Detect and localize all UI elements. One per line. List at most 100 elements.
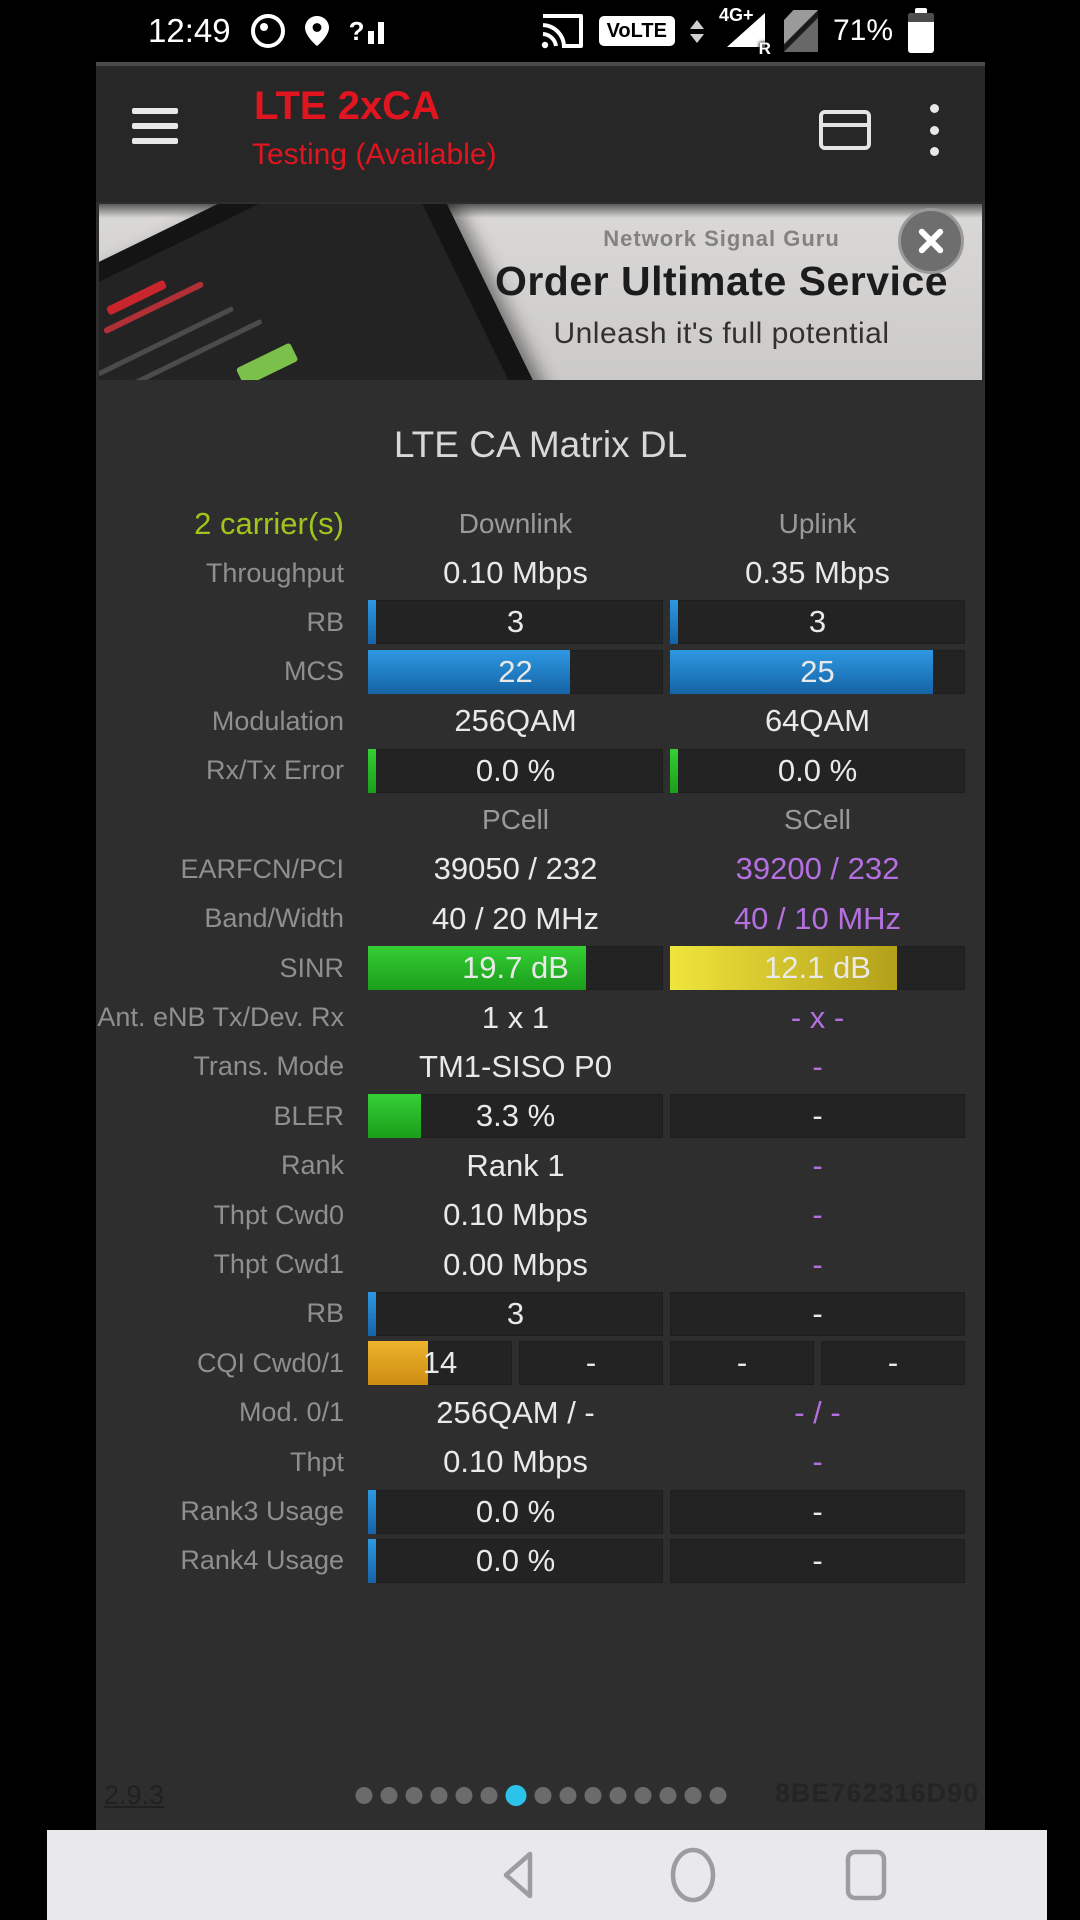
cell-value: 0.0 %	[475, 1493, 556, 1529]
matrix-row: Ant. eNB Tx/Dev. Rx 1 x 1 - x -	[96, 993, 985, 1042]
cell-value: SCell	[784, 804, 851, 836]
no-sim-icon	[783, 10, 818, 52]
ad-banner[interactable]: Network Signal Guru Order Ultimate Servi…	[99, 204, 982, 380]
menu-button[interactable]	[132, 108, 178, 144]
row-cells: 1 x 1 - x -	[368, 996, 965, 1040]
recents-icon	[845, 1849, 887, 1901]
cell-value: 0.00 Mbps	[443, 1246, 588, 1282]
cell-value: 0.10 Mbps	[443, 555, 588, 591]
recents-button[interactable]	[843, 1847, 889, 1903]
matrix-cell: 25	[670, 649, 965, 694]
row-label: MCS	[284, 656, 344, 687]
matrix-cell: 256QAM	[368, 699, 663, 743]
cell-value: - / -	[794, 1394, 841, 1430]
signal-question-icon: ?	[349, 18, 385, 44]
matrix-cell: TM1-SISO P0	[368, 1045, 663, 1089]
cell-value: 3	[506, 1295, 525, 1331]
matrix-cell: 0.0 %	[368, 1489, 663, 1534]
cell-bar	[670, 600, 678, 645]
cell-value: 39050 / 232	[433, 851, 598, 887]
row-cells: 40 / 20 MHz 40 / 10 MHz	[368, 897, 965, 941]
cell-bar	[368, 1291, 376, 1336]
back-button[interactable]	[493, 1847, 543, 1903]
matrix-row: PCell SCell	[96, 795, 985, 844]
cell-value: 40 / 20 MHz	[431, 900, 600, 936]
matrix-cell: 19.7 dB	[368, 946, 663, 991]
row-cells: 0.10 Mbps 0.35 Mbps	[368, 551, 965, 595]
card-view-button[interactable]	[819, 110, 871, 150]
row-cells: 19.7 dB 12.1 dB	[368, 946, 965, 991]
matrix-row: EARFCN/PCI 39050 / 232 39200 / 232	[96, 845, 985, 894]
app-footer: 2.9.3 8BE762316D90	[96, 1756, 985, 1834]
row-label: EARFCN/PCI	[180, 853, 344, 884]
page-dot	[455, 1786, 472, 1804]
home-button[interactable]	[667, 1846, 719, 1904]
overflow-menu-button[interactable]	[928, 104, 940, 156]
cell-value: -	[812, 1246, 823, 1282]
row-label: Modulation	[211, 705, 344, 736]
page-dot	[584, 1786, 601, 1804]
matrix-cell: -	[670, 1291, 965, 1336]
matrix-cell: 0.00 Mbps	[368, 1243, 663, 1287]
status-bar-right: VoLTE 4G+ R 71%	[540, 0, 934, 62]
matrix-title: LTE CA Matrix DL	[393, 424, 688, 465]
cell-value: -	[812, 1197, 823, 1233]
row-cells: 39050 / 232 39200 / 232	[368, 847, 965, 891]
ad-close-button[interactable]	[898, 208, 964, 274]
matrix-cell: 0.35 Mbps	[670, 551, 965, 595]
row-label: Rank4 Usage	[180, 1545, 344, 1576]
cell-value: 39200 / 232	[735, 851, 900, 887]
row-label: Thpt	[289, 1446, 344, 1477]
row-cells: 0.10 Mbps -	[368, 1193, 965, 1237]
matrix-cell: - x -	[670, 996, 965, 1040]
page-dot	[684, 1786, 701, 1804]
roaming-label: R	[758, 39, 771, 58]
matrix-cell: Downlink	[368, 502, 663, 546]
page-dot	[355, 1786, 372, 1804]
cell-value: 0.0 %	[475, 752, 556, 788]
row-label: CQI Cwd0/1	[196, 1347, 344, 1378]
cell-value: -	[812, 1147, 823, 1183]
status-bar-left: 12:49 ?	[148, 0, 385, 62]
page-indicator[interactable]	[355, 1756, 726, 1834]
matrix-cell: Uplink	[670, 502, 965, 546]
cell-value: Rank 1	[466, 1147, 565, 1183]
row-cells: TM1-SISO P0 -	[368, 1045, 965, 1089]
row-label: Rx/Tx Error	[206, 755, 344, 786]
row-label: Rank3 Usage	[180, 1496, 344, 1526]
cell-value: 0.0 %	[475, 1542, 556, 1578]
cell-bar	[670, 649, 933, 694]
status-bar: 12:49 ? VoLTE 4G+ R	[0, 0, 1080, 62]
ad-tagline: Unleash it's full potential	[553, 317, 890, 350]
matrix-cell: -	[670, 1440, 965, 1484]
cell-value: 0.10 Mbps	[443, 1444, 588, 1480]
matrix-cell: 64QAM	[670, 699, 965, 743]
battery-percent: 71%	[832, 14, 893, 47]
row-cells: 256QAM / - - / -	[368, 1391, 965, 1435]
page-dot	[534, 1786, 551, 1804]
matrix-table[interactable]: 2 carrier(s) Downlink Uplink Throughput 0.10…	[96, 499, 985, 1586]
matrix-cell: PCell	[368, 798, 663, 842]
row-cells: Rank 1 -	[368, 1144, 965, 1188]
matrix-cell: -	[519, 1341, 663, 1386]
cell-value: 14	[422, 1345, 458, 1381]
matrix-cell: 39200 / 232	[670, 847, 965, 891]
matrix-cell: 256QAM / -	[368, 1391, 663, 1435]
matrix-row: Rank3 Usage 0.0 % -	[96, 1487, 985, 1536]
app-window: LTE 2xCA Testing (Available)	[96, 62, 985, 1830]
matrix-row: Throughput 0.10 Mbps 0.35 Mbps	[96, 548, 985, 597]
matrix-row: Modulation 256QAM 64QAM	[96, 697, 985, 746]
row-cells: 14 - - -	[368, 1341, 965, 1386]
matrix-cell: -	[670, 1045, 965, 1089]
row-cells: 3.3 % -	[368, 1094, 965, 1139]
matrix-cell: SCell	[670, 798, 965, 842]
matrix-row: Trans. Mode TM1-SISO P0 -	[96, 1042, 985, 1091]
row-label: Thpt Cwd1	[213, 1249, 344, 1280]
row-label: Trans. Mode	[193, 1051, 344, 1082]
row-cells: 0.00 Mbps -	[368, 1243, 965, 1287]
back-icon	[503, 1851, 533, 1899]
page-dot-active	[505, 1784, 526, 1806]
data-arrows-icon	[689, 19, 704, 43]
page-dot	[709, 1786, 726, 1804]
